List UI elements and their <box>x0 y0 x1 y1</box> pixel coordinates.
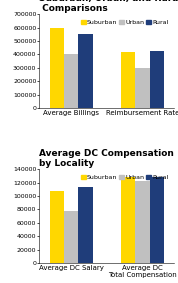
Bar <box>135 181 150 263</box>
Bar <box>150 177 164 263</box>
Bar <box>64 211 78 263</box>
Bar <box>78 187 93 263</box>
Bar <box>150 51 164 108</box>
Legend: Suburban, Urban, Rural: Suburban, Urban, Rural <box>78 172 171 183</box>
Bar <box>64 54 78 108</box>
Bar <box>50 191 64 263</box>
Text: Suburban, Urban, and Rural
 Comparisons: Suburban, Urban, and Rural Comparisons <box>39 0 178 13</box>
Legend: Suburban, Urban, Rural: Suburban, Urban, Rural <box>78 17 171 28</box>
Bar <box>121 52 135 108</box>
Bar <box>135 68 150 108</box>
Bar <box>50 27 64 108</box>
Text: Average DC Compensation
by Locality: Average DC Compensation by Locality <box>39 149 174 168</box>
Bar <box>121 177 135 263</box>
Bar <box>78 34 93 108</box>
